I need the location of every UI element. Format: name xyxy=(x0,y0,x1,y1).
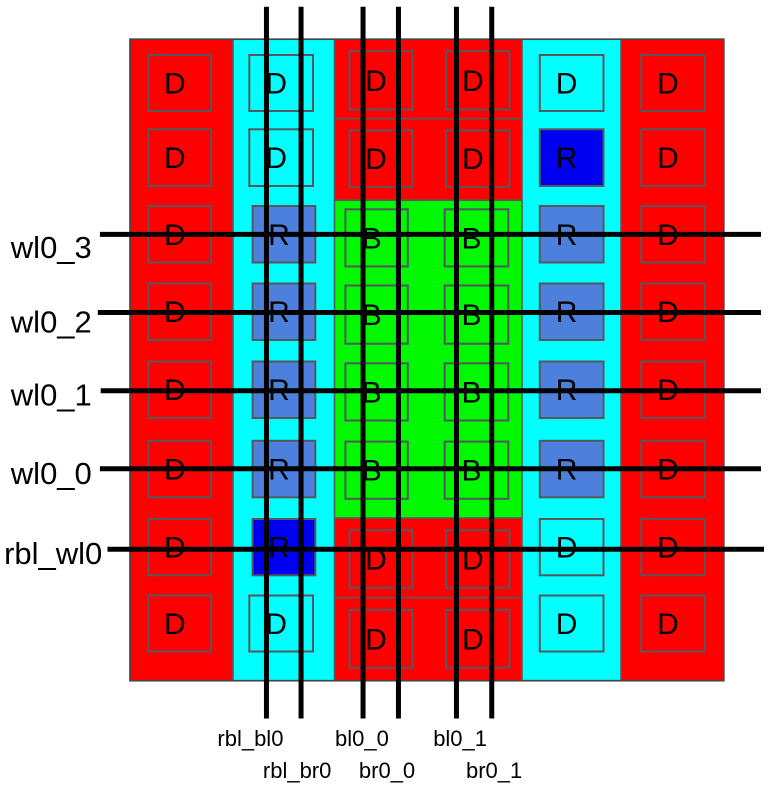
svg-text:D: D xyxy=(556,608,578,641)
svg-text:rbl_wl0: rbl_wl0 xyxy=(4,536,102,571)
svg-text:bl0_0: bl0_0 xyxy=(335,726,389,751)
svg-text:br0_1: br0_1 xyxy=(466,758,522,783)
svg-text:D: D xyxy=(462,623,484,656)
svg-text:rbl_bl0: rbl_bl0 xyxy=(217,726,283,751)
svg-text:wl0_0: wl0_0 xyxy=(10,456,92,491)
svg-text:B: B xyxy=(362,299,382,332)
svg-text:D: D xyxy=(365,65,387,98)
svg-text:D: D xyxy=(365,143,387,176)
svg-text:D: D xyxy=(365,623,387,656)
svg-text:D: D xyxy=(265,68,287,101)
svg-text:wl0_3: wl0_3 xyxy=(10,230,92,265)
svg-text:br0_0: br0_0 xyxy=(359,758,415,783)
svg-text:B: B xyxy=(461,222,481,255)
svg-text:R: R xyxy=(556,142,578,175)
svg-text:wl0_2: wl0_2 xyxy=(10,305,92,340)
svg-text:D: D xyxy=(164,68,186,101)
svg-text:D: D xyxy=(164,608,186,641)
svg-text:B: B xyxy=(362,222,382,255)
svg-text:D: D xyxy=(657,142,679,175)
svg-text:B: B xyxy=(461,299,481,332)
svg-text:D: D xyxy=(657,608,679,641)
svg-text:D: D xyxy=(556,68,578,101)
svg-text:D: D xyxy=(265,142,287,175)
svg-text:rbl_br0: rbl_br0 xyxy=(263,758,331,783)
svg-text:D: D xyxy=(462,65,484,98)
svg-text:D: D xyxy=(657,68,679,101)
svg-text:wl0_1: wl0_1 xyxy=(10,377,92,412)
svg-text:D: D xyxy=(265,608,287,641)
svg-text:D: D xyxy=(462,143,484,176)
svg-text:bl0_1: bl0_1 xyxy=(433,726,487,751)
svg-text:D: D xyxy=(164,142,186,175)
